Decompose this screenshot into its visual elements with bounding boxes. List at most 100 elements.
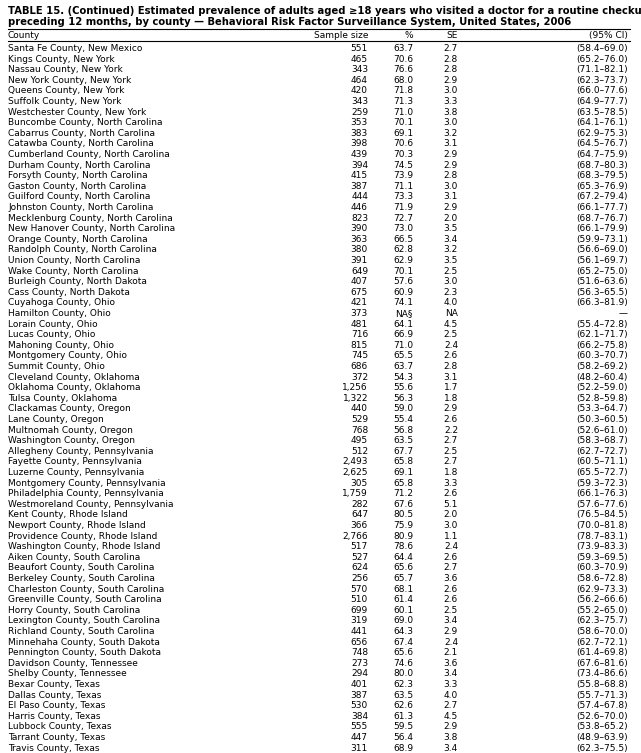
- Text: Greenville County, South Carolina: Greenville County, South Carolina: [8, 595, 162, 604]
- Text: 2,766: 2,766: [342, 532, 368, 541]
- Text: 407: 407: [351, 277, 368, 286]
- Text: 60.9: 60.9: [393, 288, 413, 297]
- Text: Beaufort County, South Carolina: Beaufort County, South Carolina: [8, 563, 154, 572]
- Text: Cuyahoga County, Ohio: Cuyahoga County, Ohio: [8, 298, 115, 307]
- Text: 2.9: 2.9: [444, 203, 458, 212]
- Text: 363: 363: [351, 235, 368, 244]
- Text: 2.7: 2.7: [444, 44, 458, 53]
- Text: 64.1: 64.1: [393, 319, 413, 328]
- Text: Lexington County, South Carolina: Lexington County, South Carolina: [8, 617, 160, 626]
- Text: (58.3–68.7): (58.3–68.7): [576, 436, 628, 445]
- Text: 75.9: 75.9: [393, 521, 413, 530]
- Text: Randolph County, North Carolina: Randolph County, North Carolina: [8, 245, 157, 255]
- Text: 70.6: 70.6: [393, 139, 413, 148]
- Text: 649: 649: [351, 267, 368, 276]
- Text: 62.3: 62.3: [393, 680, 413, 689]
- Text: (66.1–76.3): (66.1–76.3): [576, 489, 628, 498]
- Text: 343: 343: [351, 97, 368, 106]
- Text: Davidson County, Tennessee: Davidson County, Tennessee: [8, 659, 138, 668]
- Text: (48.2–60.4): (48.2–60.4): [577, 373, 628, 382]
- Text: 3.3: 3.3: [444, 97, 458, 106]
- Text: Horry County, South Carolina: Horry County, South Carolina: [8, 606, 140, 614]
- Text: 394: 394: [351, 160, 368, 169]
- Text: 65.7: 65.7: [393, 574, 413, 583]
- Text: 656: 656: [351, 638, 368, 647]
- Text: 3.8: 3.8: [444, 733, 458, 742]
- Text: (67.2–79.4): (67.2–79.4): [576, 193, 628, 201]
- Text: (59.3–72.3): (59.3–72.3): [576, 479, 628, 488]
- Text: 2.8: 2.8: [444, 362, 458, 371]
- Text: 2.8: 2.8: [444, 66, 458, 75]
- Text: 745: 745: [351, 352, 368, 361]
- Text: 2.7: 2.7: [444, 701, 458, 710]
- Text: 2.0: 2.0: [444, 511, 458, 520]
- Text: Nassau County, New York: Nassau County, New York: [8, 66, 122, 75]
- Text: 398: 398: [351, 139, 368, 148]
- Text: 3.4: 3.4: [444, 617, 458, 626]
- Text: 2.2: 2.2: [444, 425, 458, 434]
- Text: 439: 439: [351, 150, 368, 159]
- Text: 510: 510: [351, 595, 368, 604]
- Text: Newport County, Rhode Island: Newport County, Rhode Island: [8, 521, 146, 530]
- Text: (62.9–73.3): (62.9–73.3): [576, 584, 628, 593]
- Text: (65.3–76.9): (65.3–76.9): [576, 181, 628, 191]
- Text: Providence County, Rhode Island: Providence County, Rhode Island: [8, 532, 158, 541]
- Text: 3.2: 3.2: [444, 245, 458, 255]
- Text: 319: 319: [351, 617, 368, 626]
- Text: (56.2–66.6): (56.2–66.6): [576, 595, 628, 604]
- Text: (52.2–59.0): (52.2–59.0): [576, 383, 628, 392]
- Text: (73.9–83.3): (73.9–83.3): [576, 542, 628, 551]
- Text: (70.0–81.8): (70.0–81.8): [576, 521, 628, 530]
- Text: —: —: [619, 309, 628, 318]
- Text: 69.1: 69.1: [393, 468, 413, 477]
- Text: (51.6–63.6): (51.6–63.6): [576, 277, 628, 286]
- Text: Charleston County, South Carolina: Charleston County, South Carolina: [8, 584, 164, 593]
- Text: Sample size: Sample size: [313, 31, 368, 40]
- Text: 73.9: 73.9: [393, 171, 413, 180]
- Text: 570: 570: [351, 584, 368, 593]
- Text: 3.0: 3.0: [444, 277, 458, 286]
- Text: 56.3: 56.3: [393, 394, 413, 403]
- Text: 68.1: 68.1: [393, 584, 413, 593]
- Text: 2.5: 2.5: [444, 267, 458, 276]
- Text: Luzerne County, Pennsylvania: Luzerne County, Pennsylvania: [8, 468, 144, 477]
- Text: 3.8: 3.8: [444, 108, 458, 117]
- Text: (60.5–71.1): (60.5–71.1): [576, 457, 628, 466]
- Text: 4.5: 4.5: [444, 712, 458, 721]
- Text: (55.2–65.0): (55.2–65.0): [576, 606, 628, 614]
- Text: 1,322: 1,322: [342, 394, 368, 403]
- Text: 530: 530: [351, 701, 368, 710]
- Text: Hamilton County, Ohio: Hamilton County, Ohio: [8, 309, 111, 318]
- Text: 2.1: 2.1: [444, 648, 458, 657]
- Text: (66.1–77.7): (66.1–77.7): [576, 203, 628, 212]
- Text: 444: 444: [351, 193, 368, 201]
- Text: 415: 415: [351, 171, 368, 180]
- Text: (68.7–76.7): (68.7–76.7): [576, 214, 628, 223]
- Text: (62.3–75.7): (62.3–75.7): [576, 617, 628, 626]
- Text: 65.8: 65.8: [393, 479, 413, 488]
- Text: 61.4: 61.4: [393, 595, 413, 604]
- Text: (65.2–75.0): (65.2–75.0): [576, 267, 628, 276]
- Text: 3.1: 3.1: [444, 139, 458, 148]
- Text: (62.7–72.1): (62.7–72.1): [576, 638, 628, 647]
- Text: 3.5: 3.5: [444, 224, 458, 233]
- Text: 71.9: 71.9: [393, 203, 413, 212]
- Text: 446: 446: [351, 203, 368, 212]
- Text: 67.4: 67.4: [393, 638, 413, 647]
- Text: 2.8: 2.8: [444, 171, 458, 180]
- Text: 65.5: 65.5: [393, 352, 413, 361]
- Text: 3.4: 3.4: [444, 669, 458, 678]
- Text: Orange County, North Carolina: Orange County, North Carolina: [8, 235, 147, 244]
- Text: Johnston County, North Carolina: Johnston County, North Carolina: [8, 203, 153, 212]
- Text: Mahoning County, Ohio: Mahoning County, Ohio: [8, 341, 114, 350]
- Text: 551: 551: [351, 44, 368, 53]
- Text: (62.3–75.5): (62.3–75.5): [576, 744, 628, 752]
- Text: 67.6: 67.6: [393, 500, 413, 509]
- Text: 2.9: 2.9: [444, 404, 458, 413]
- Text: (58.6–70.0): (58.6–70.0): [576, 627, 628, 636]
- Text: 259: 259: [351, 108, 368, 117]
- Text: Clackamas County, Oregon: Clackamas County, Oregon: [8, 404, 131, 413]
- Text: 380: 380: [351, 245, 368, 255]
- Text: 4.5: 4.5: [444, 319, 458, 328]
- Text: 65.6: 65.6: [393, 563, 413, 572]
